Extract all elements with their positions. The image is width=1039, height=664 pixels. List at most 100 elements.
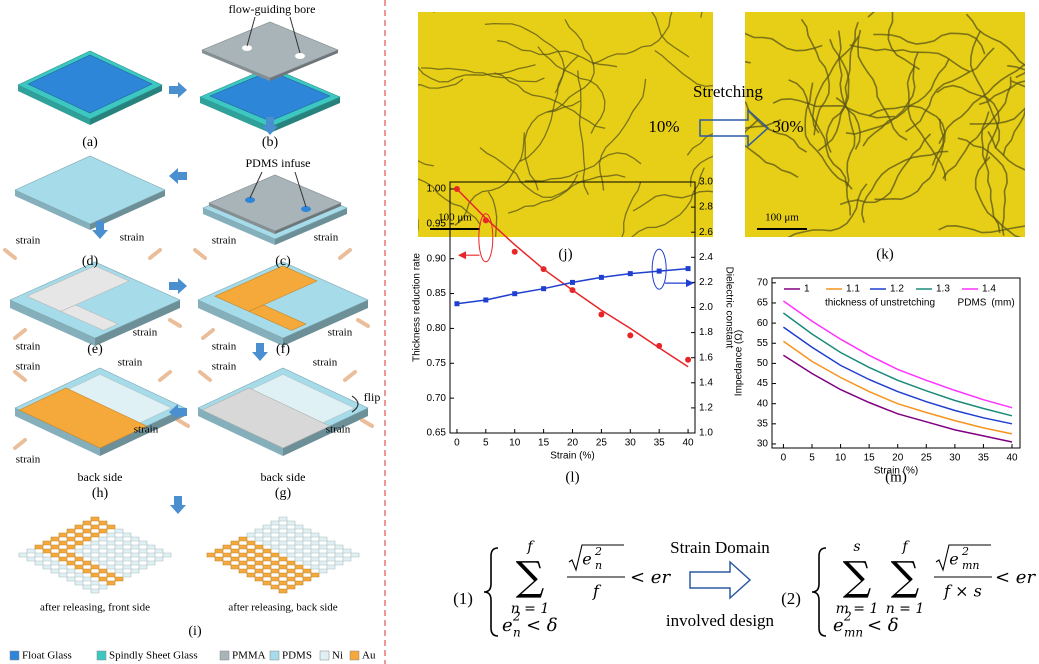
- plate-side: [90, 85, 162, 125]
- tile: [278, 580, 288, 586]
- y-tick-label: 70: [757, 277, 769, 288]
- y-tick-label: 60: [757, 318, 769, 329]
- series-line: [782, 354, 1013, 443]
- process-arrow: [170, 496, 186, 514]
- equation-number: (1): [453, 589, 473, 608]
- legend-swatch: [269, 650, 280, 661]
- marker: [656, 268, 662, 274]
- constraint-sup: 2: [843, 610, 852, 624]
- sum-top: f: [901, 539, 910, 555]
- tile: [222, 552, 232, 558]
- constraint-base: e: [502, 615, 513, 636]
- legend-swatch: [349, 650, 360, 661]
- process-arrow: [169, 278, 187, 294]
- tile: [82, 552, 92, 558]
- tile: [294, 540, 304, 546]
- tile: [318, 544, 328, 550]
- crack: [745, 100, 808, 153]
- tile: [278, 548, 288, 554]
- y2-tick-label: 1.0: [699, 428, 713, 439]
- tile: [342, 548, 352, 554]
- tile: [34, 544, 44, 550]
- tile: [302, 552, 312, 558]
- side-label: back side: [261, 470, 306, 484]
- tile: [310, 564, 320, 570]
- tile: [286, 568, 296, 574]
- crack: [421, 67, 545, 83]
- series-line: [782, 312, 1013, 417]
- tile: [262, 532, 272, 538]
- stretch-label: Stretching: [693, 82, 763, 101]
- tile: [82, 536, 92, 542]
- tile: [146, 552, 156, 558]
- series-line: [782, 326, 1013, 425]
- tile: [66, 528, 76, 534]
- y-tick-label: 65: [757, 298, 769, 309]
- bore: [295, 53, 305, 59]
- tile: [50, 552, 60, 558]
- tile: [318, 568, 328, 574]
- tile: [74, 564, 84, 570]
- panel-label: (k): [876, 246, 894, 262]
- tile: [262, 564, 272, 570]
- crack: [800, 18, 831, 136]
- tile: [138, 564, 148, 570]
- tile: [246, 564, 256, 570]
- tile: [58, 540, 68, 546]
- panel-label: (d): [82, 254, 99, 269]
- tile: [58, 532, 68, 538]
- tile: [66, 560, 76, 566]
- crack: [905, 47, 995, 133]
- tile: [122, 564, 132, 570]
- tile: [106, 556, 116, 562]
- tile: [82, 584, 92, 590]
- strain-arrow: [13, 328, 27, 340]
- x-tick-label: 15: [864, 453, 876, 464]
- tile: [114, 552, 124, 558]
- tile: [262, 548, 272, 554]
- marker: [454, 301, 460, 307]
- numerator-sup: 2: [594, 545, 602, 558]
- y2-axis-label: Dielectric constant: [723, 267, 734, 349]
- plate-side: [15, 408, 100, 456]
- crack: [418, 64, 536, 83]
- tile: [114, 560, 124, 566]
- process-arrow: [169, 404, 187, 420]
- plate: [27, 54, 153, 114]
- crack: [497, 40, 618, 68]
- y-tick-label: 0.80: [427, 323, 447, 334]
- y2-tick-label: 1.2: [699, 403, 713, 414]
- crack: [969, 107, 1025, 125]
- legend-label: 1: [804, 284, 810, 295]
- tile: [278, 572, 288, 578]
- micrographs: 100 μm (j) 100 μm (k) Stretching 10% 30%: [418, 12, 1025, 262]
- tile: [122, 540, 132, 546]
- marker: [511, 248, 518, 255]
- tile: [90, 580, 100, 586]
- tile: [254, 536, 264, 542]
- tile: [278, 516, 288, 522]
- legend-label: 1.4: [982, 284, 996, 295]
- tile: [334, 560, 344, 566]
- tile: [58, 572, 68, 578]
- plate-side: [275, 203, 341, 234]
- y2-tick-label: 2.8: [699, 202, 713, 213]
- y-tick-label: 35: [757, 418, 769, 429]
- strain-arrow: [356, 318, 370, 328]
- crack: [787, 183, 868, 237]
- plate-side: [198, 300, 283, 346]
- crack: [654, 49, 713, 88]
- tile: [98, 576, 108, 582]
- tile: [26, 556, 36, 562]
- crack: [839, 133, 932, 206]
- tile: [294, 532, 304, 538]
- crack: [978, 80, 1025, 106]
- plate: [209, 70, 331, 122]
- panel-label: (f): [276, 342, 290, 357]
- process-arrow: [262, 117, 278, 135]
- x-tick-label: 15: [538, 438, 550, 449]
- panel-label: (i): [188, 624, 202, 639]
- plate-side: [200, 97, 270, 133]
- plate-side: [95, 300, 180, 346]
- strain-label: strain: [16, 361, 41, 373]
